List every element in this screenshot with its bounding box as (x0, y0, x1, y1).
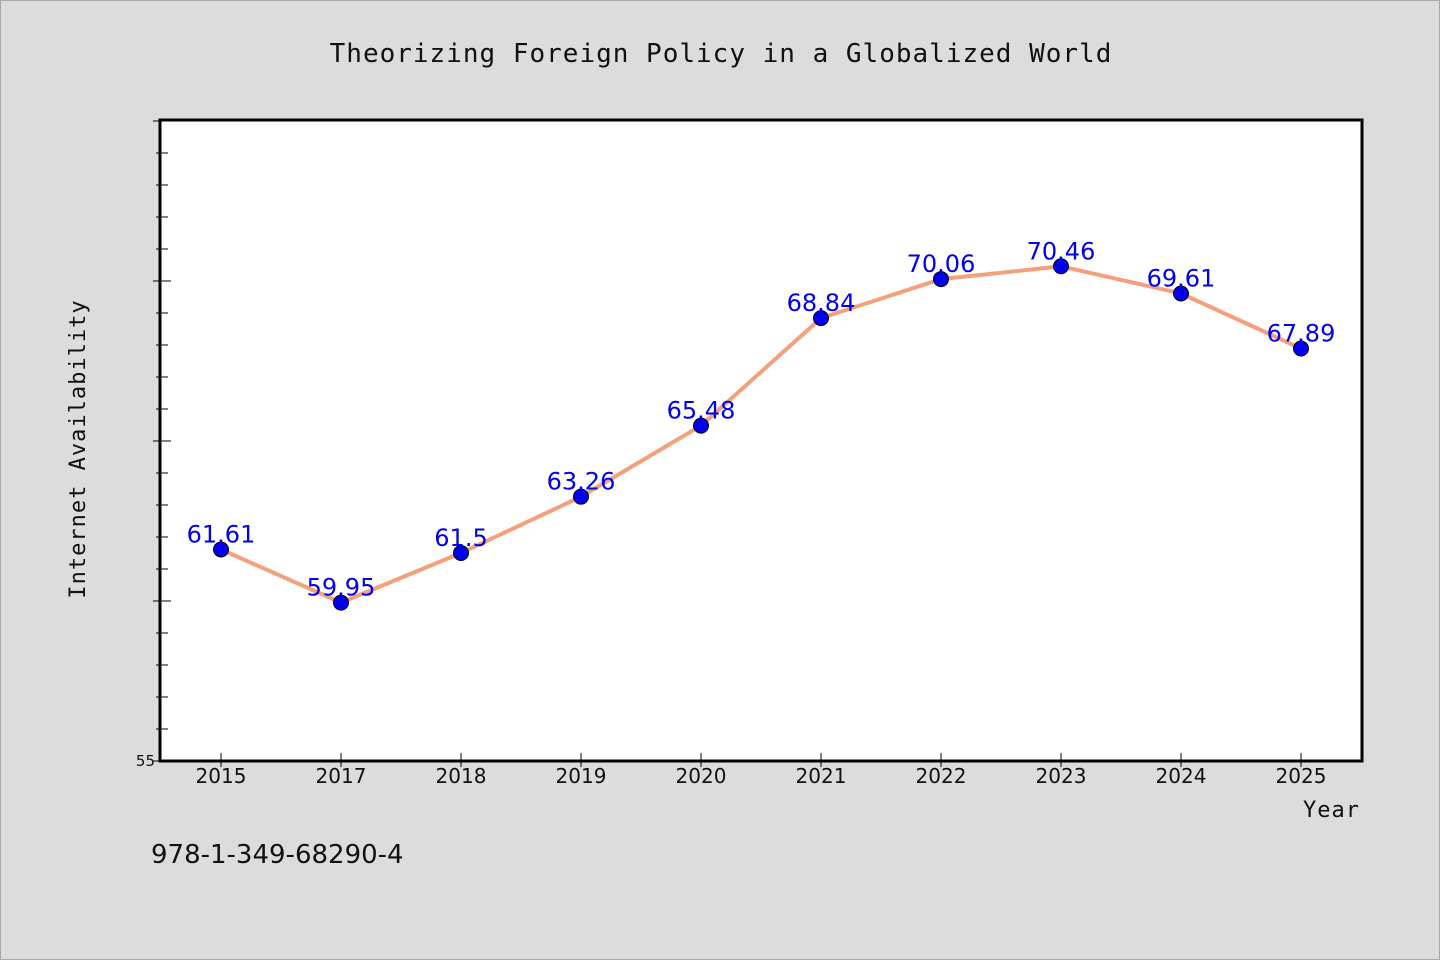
data-point (813, 310, 829, 327)
x-tick-label: 2021 (796, 764, 847, 788)
x-tick-label: 2015 (196, 764, 247, 788)
data-label: 65.48 (667, 397, 736, 425)
data-point (213, 541, 229, 558)
data-label: 61.5 (434, 524, 487, 552)
data-point (1173, 285, 1189, 302)
y-axis-label: Internet Availability (66, 299, 91, 598)
data-point (1053, 258, 1069, 275)
data-label: 68.84 (787, 289, 856, 317)
data-label: 63.26 (547, 468, 616, 496)
x-axis-label: Year (1303, 798, 1360, 823)
x-tick-label: 2023 (1036, 764, 1087, 788)
y-axis-ticks: 55 (136, 120, 171, 770)
data-point (573, 488, 589, 505)
x-tick-label: 2019 (556, 764, 607, 788)
data-point (453, 545, 469, 561)
data-label: 69.61 (1147, 264, 1216, 292)
x-tick-label: 2020 (676, 764, 727, 788)
chart-title: Theorizing Foreign Policy in a Globalize… (330, 39, 1113, 69)
data-point (693, 417, 709, 434)
data-point (333, 594, 349, 611)
data-point (933, 271, 949, 288)
series-layer: 61.61 59.95 61.5 63.26 65.48 68.84 70.06 70.46 6… (187, 237, 1336, 611)
x-tick-label: 2017 (316, 764, 367, 788)
x-tick-label: 2022 (916, 764, 967, 788)
x-tick-label: 2025 (1276, 764, 1327, 788)
data-label: 61.61 (187, 520, 256, 548)
data-label: 59.95 (307, 574, 376, 602)
series-line (219, 264, 1303, 605)
isbn-text: 978-1-349-68290-4 (151, 840, 404, 870)
plot-area (158, 118, 1364, 763)
x-tick-label: 2018 (436, 764, 487, 788)
x-axis-ticks: 2015 2017 2018 2019 2020 2021 2022 2023 2024 2025 (196, 753, 1327, 788)
data-label: 70.06 (907, 250, 976, 278)
data-point (1293, 340, 1309, 357)
y-tick-label: 55 (136, 752, 155, 770)
x-tick-label: 2024 (1156, 764, 1207, 788)
data-label: 67.89 (1267, 320, 1336, 348)
data-label: 70.46 (1027, 237, 1096, 265)
